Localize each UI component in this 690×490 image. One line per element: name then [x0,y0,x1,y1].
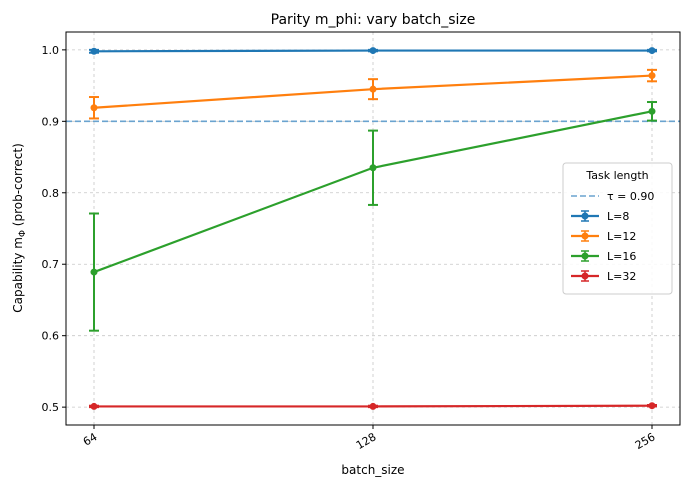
legend-label: L=32 [607,270,636,283]
y-axis-label-subscript: Φ [18,230,28,237]
series-l-16 [89,101,657,332]
x-axis-label: batch_size [341,463,404,477]
legend-swatch-marker [581,212,589,220]
series-l-8 [89,47,657,55]
legend-title: Task length [585,169,648,182]
series-l-32 [89,402,657,410]
data-point [90,402,98,410]
legend-threshold-label: τ = 0.90 [607,190,654,203]
series-layer [89,47,657,410]
y-axis-label-suffix: (prob-correct) [11,143,25,230]
y-tick-label: 0.5 [42,401,60,414]
data-point [369,47,377,55]
y-tick-label: 0.9 [42,115,60,128]
data-point [369,85,377,93]
chart-title: Parity m_phi: vary batch_size [271,12,476,28]
data-point [648,107,656,115]
data-point [648,402,656,410]
legend-swatch-marker [581,252,589,260]
legend: Task length τ = 0.90 L=8 L=12 L=16 L=32 [562,162,673,295]
data-point [648,72,656,80]
legend-swatch-marker [581,272,589,280]
y-axis-label-main: Capability m [11,237,25,313]
data-point [369,164,377,172]
y-tick-label: 0.7 [42,258,60,271]
data-point [90,268,98,276]
data-point [369,402,377,410]
data-point [90,47,98,55]
legend-label: L=16 [607,250,636,263]
legend-swatch-marker [581,232,589,240]
x-tick-label: 64 [81,430,100,448]
data-point [90,104,98,112]
y-axis-label: Capability mΦ (prob-correct) [11,143,28,313]
series-l-12 [89,68,657,120]
y-tick-label: 0.6 [42,330,60,343]
y-tick-label: 1.0 [42,44,60,57]
legend-label: L=8 [607,210,629,223]
data-point [648,47,656,55]
legend-label: L=12 [607,230,636,243]
y-tick-label: 0.8 [42,187,60,200]
